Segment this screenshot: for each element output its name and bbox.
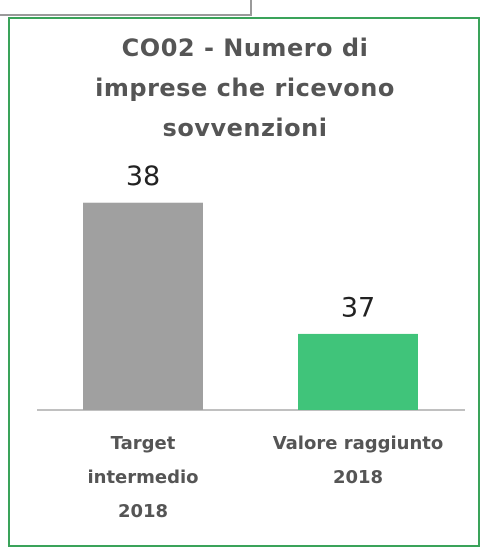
x-tick-label: Target intermedio 2018 (87, 433, 199, 522)
bar (83, 202, 203, 410)
value-label: 37 (341, 292, 375, 323)
value-label: 38 (126, 161, 160, 192)
top-divider (250, 0, 252, 16)
top-border (0, 14, 252, 16)
chart-title: CO02 - Numero di imprese che ricevono so… (95, 34, 395, 142)
bar (298, 333, 418, 410)
x-tick-label: Valore raggiunto 2018 (272, 433, 444, 488)
